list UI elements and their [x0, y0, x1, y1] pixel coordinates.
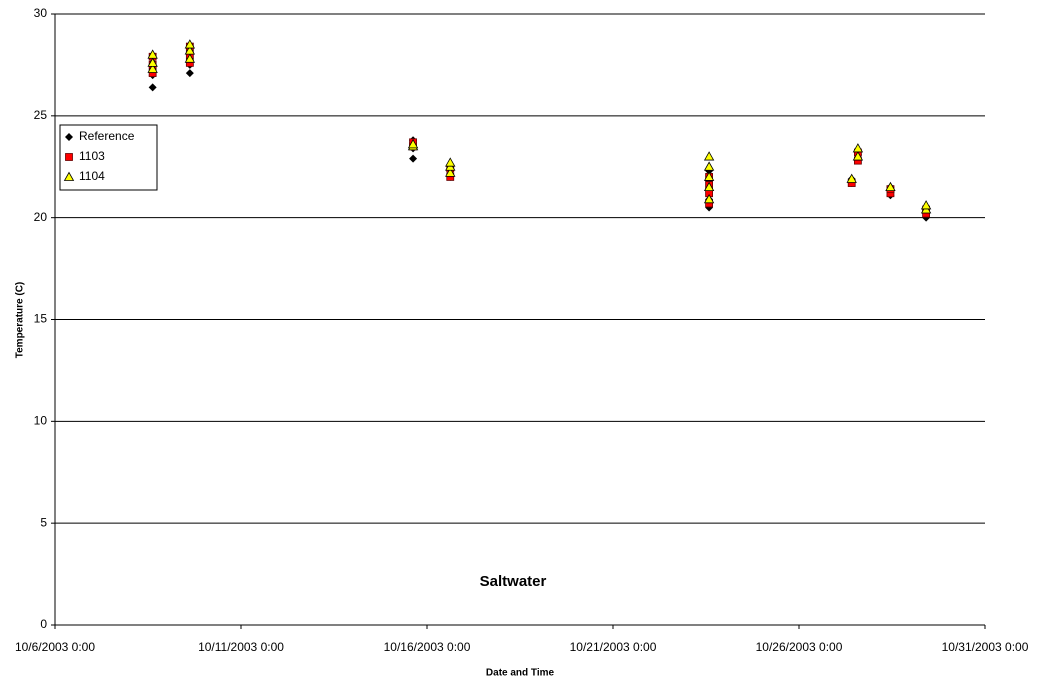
point	[184, 53, 196, 63]
point	[148, 83, 157, 92]
y-tick-label: 10	[34, 414, 48, 428]
point	[703, 171, 715, 181]
legend-label: Reference	[79, 129, 135, 143]
point	[147, 49, 158, 59]
point	[445, 157, 456, 167]
legend-marker	[63, 171, 75, 181]
point	[846, 173, 857, 183]
legend-label: 1103	[79, 149, 105, 163]
y-axis-label: Temperature (C)	[15, 282, 26, 359]
x-tick-label: 10/16/2003 0:00	[384, 640, 471, 654]
x-tick-label: 10/31/2003 0:00	[942, 640, 1029, 654]
point	[445, 167, 456, 177]
point	[703, 194, 715, 204]
legend-marker	[65, 153, 73, 161]
point	[852, 151, 864, 161]
point	[885, 181, 896, 192]
point	[703, 151, 715, 161]
point	[184, 45, 196, 55]
legend: Reference 1103 1104	[59, 124, 158, 191]
point	[147, 63, 158, 73]
point	[407, 139, 419, 149]
legend-label: 1104	[79, 169, 105, 183]
point	[703, 161, 715, 171]
x-tick-label: 10/6/2003 0:00	[15, 640, 95, 654]
point	[703, 181, 715, 192]
point	[409, 154, 418, 163]
x-tick-label: 10/21/2003 0:00	[570, 640, 657, 654]
point	[184, 39, 196, 49]
y-tick-label: 5	[40, 515, 47, 529]
x-tick-label: 10/11/2003 0:00	[198, 640, 284, 654]
y-tick-label: 0	[40, 617, 47, 631]
point	[185, 69, 194, 78]
x-tick-label: 10/26/2003 0:00	[756, 640, 843, 654]
y-tick-label: 15	[34, 312, 48, 326]
y-tick-label: 20	[34, 210, 48, 224]
legend-marker	[65, 133, 73, 141]
point	[920, 200, 932, 210]
point	[852, 143, 864, 153]
chart-title: Saltwater	[480, 573, 547, 590]
y-tick-label: 25	[34, 108, 48, 122]
x-axis-label: Date and Time	[486, 668, 555, 679]
point	[147, 57, 158, 67]
y-tick-label: 30	[34, 6, 48, 20]
legend-box	[59, 124, 158, 191]
